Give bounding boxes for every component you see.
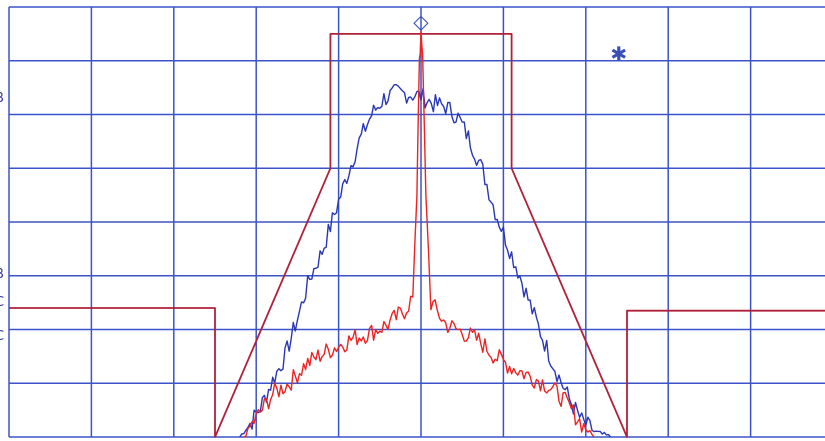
- trace-blue-line: [239, 84, 612, 438]
- series-group: [9, 30, 825, 438]
- left-tick-label: C: [0, 329, 4, 344]
- trace-red-line: [243, 30, 595, 438]
- diamond-marker: ◇: [413, 10, 429, 34]
- left-tick-label: B: [0, 91, 4, 106]
- grid: [8, 6, 825, 438]
- left-tick-label: C: [0, 295, 4, 310]
- left-tick-label: B: [0, 267, 4, 282]
- asterisk-marker: ✱: [610, 42, 627, 66]
- markers-group: ◇✱: [413, 10, 627, 66]
- mask-line: [9, 33, 825, 438]
